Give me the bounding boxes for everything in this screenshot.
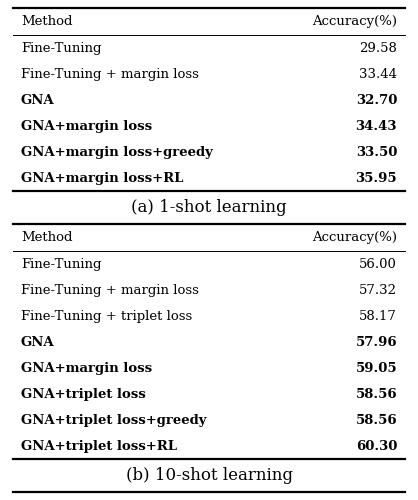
Text: GNA+margin loss+RL: GNA+margin loss+RL [21,172,183,184]
Text: 35.95: 35.95 [355,172,397,184]
Text: 58.56: 58.56 [355,388,397,400]
Text: 33.50: 33.50 [356,146,397,158]
Text: GNA+margin loss: GNA+margin loss [21,120,152,132]
Text: 56.00: 56.00 [359,258,397,270]
Text: 32.70: 32.70 [356,94,397,106]
Text: 57.96: 57.96 [355,336,397,348]
Text: Fine-Tuning: Fine-Tuning [21,42,102,54]
Text: 58.17: 58.17 [359,310,397,322]
Text: 58.56: 58.56 [355,414,397,426]
Text: Fine-Tuning: Fine-Tuning [21,258,102,270]
Text: Method: Method [21,15,72,28]
Text: GNA: GNA [21,94,54,106]
Text: GNA+triplet loss: GNA+triplet loss [21,388,145,400]
Text: GNA+margin loss+greedy: GNA+margin loss+greedy [21,146,213,158]
Text: 59.05: 59.05 [355,362,397,374]
Text: Method: Method [21,231,72,244]
Text: (b) 10-shot learning: (b) 10-shot learning [125,467,293,484]
Text: GNA+margin loss: GNA+margin loss [21,362,152,374]
Text: (a) 1-shot learning: (a) 1-shot learning [131,199,287,216]
Text: GNA+triplet loss+greedy: GNA+triplet loss+greedy [21,414,206,426]
Text: Accuracy(%): Accuracy(%) [312,231,397,244]
Text: Fine-Tuning + margin loss: Fine-Tuning + margin loss [21,68,199,80]
Text: Fine-Tuning + triplet loss: Fine-Tuning + triplet loss [21,310,192,322]
Text: GNA: GNA [21,336,54,348]
Text: Fine-Tuning + margin loss: Fine-Tuning + margin loss [21,284,199,296]
Text: 33.44: 33.44 [359,68,397,80]
Text: 29.58: 29.58 [359,42,397,54]
Text: Accuracy(%): Accuracy(%) [312,15,397,28]
Text: 34.43: 34.43 [356,120,397,132]
Text: 60.30: 60.30 [356,440,397,452]
Text: 57.32: 57.32 [359,284,397,296]
Text: GNA+triplet loss+RL: GNA+triplet loss+RL [21,440,177,452]
